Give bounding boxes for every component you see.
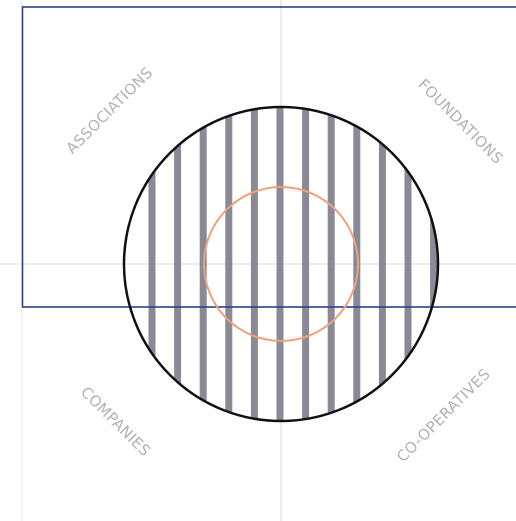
stripe-group	[148, 107, 438, 421]
stripe	[353, 107, 361, 421]
label-foundations: FOUNDATIONS	[414, 75, 506, 167]
stripe	[327, 107, 335, 421]
label-co-operatives: CO-OPERATIVES	[393, 365, 494, 466]
stripe	[404, 107, 412, 421]
stripe	[430, 107, 438, 421]
label-companies: COMPANIES	[77, 383, 154, 460]
stripe	[148, 107, 156, 421]
stripe	[250, 107, 258, 421]
outer-circle	[122, 105, 440, 423]
stripe	[302, 107, 310, 421]
highlight-rectangle	[21, 6, 516, 308]
stripe	[225, 107, 233, 421]
label-associations: ASSOCIATIONS	[62, 63, 156, 157]
inner-circle	[203, 186, 359, 342]
stripe	[378, 107, 386, 421]
stripe	[276, 107, 284, 421]
stripe	[174, 107, 182, 421]
